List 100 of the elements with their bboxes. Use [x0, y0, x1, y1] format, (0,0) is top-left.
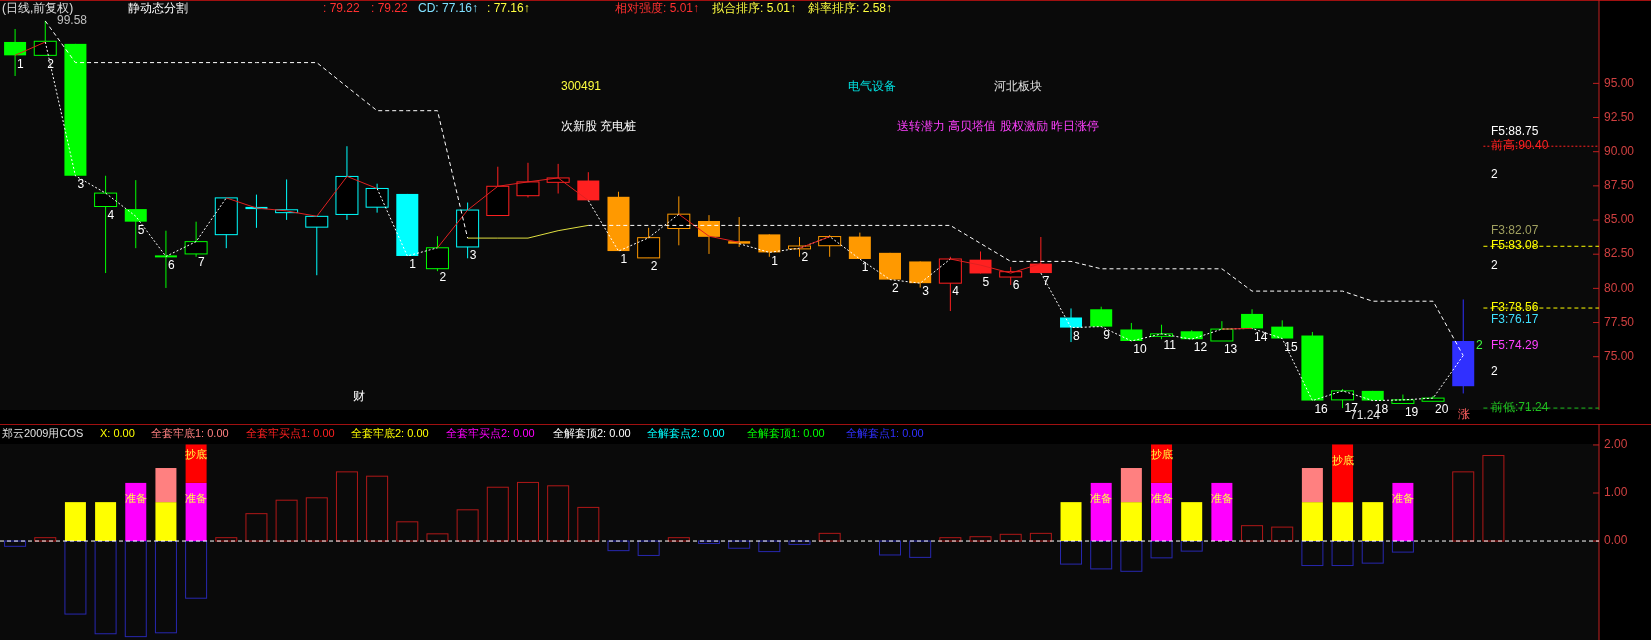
annotation: : 79.22 — [371, 1, 409, 16]
bar — [1271, 526, 1294, 542]
bar — [124, 540, 147, 638]
bar — [909, 540, 932, 558]
annotation: 送转潜力 高贝塔值 股权激励 昨日涨停 — [897, 119, 1100, 134]
annotation: 斜率排序: 2.58↑ — [808, 1, 893, 16]
data-label: 准备 — [1391, 492, 1414, 505]
text: 10 — [1133, 342, 1147, 357]
annotation: 2 — [47, 56, 55, 71]
bar — [456, 509, 479, 542]
text: 6 — [1012, 278, 1020, 293]
annotation: 2 — [801, 250, 809, 265]
y-tick-label: 77.50 — [1604, 314, 1635, 329]
data-label: 准备 — [124, 492, 147, 505]
chart-title: (日线,前复权) — [2, 1, 74, 16]
candlestick — [1060, 307, 1083, 343]
annotation: : 77.16↑ — [487, 1, 530, 16]
text: 2 — [1491, 258, 1498, 273]
text: 13 — [1223, 342, 1238, 357]
bar — [607, 540, 630, 552]
text: 3 — [77, 176, 85, 191]
bar — [305, 497, 328, 542]
annotation: 300491 — [561, 79, 602, 94]
annotation: F3:82.07 — [1491, 223, 1539, 238]
ref-line-label: F3:78.56 — [1491, 300, 1539, 315]
bar — [1241, 525, 1264, 542]
text: 7 — [1042, 274, 1050, 289]
bar — [879, 540, 902, 556]
text: 16 — [1314, 401, 1328, 416]
bar — [426, 533, 449, 542]
bar — [245, 513, 268, 542]
bar — [1090, 540, 1113, 570]
chart-subtitle: 静动态分割 — [128, 1, 188, 16]
bar — [396, 521, 419, 542]
bar — [1180, 540, 1203, 552]
text: 全套牢底2: 0.00 — [351, 426, 429, 439]
bar — [215, 537, 238, 542]
bar — [1331, 540, 1354, 567]
bar — [1301, 502, 1323, 542]
bar — [577, 506, 600, 542]
bar — [1181, 502, 1203, 542]
text: 7 — [198, 255, 205, 270]
bar — [486, 486, 509, 542]
text: 2 — [892, 280, 899, 295]
y-tick-label: 2.00 — [1604, 437, 1628, 452]
ref-line-label: F5:83.08 — [1491, 238, 1539, 253]
bar — [64, 502, 86, 542]
bar — [1060, 502, 1082, 542]
text: 全套牢底1: 0.00 — [151, 426, 229, 439]
text: 1 — [409, 257, 416, 272]
text: 14 — [1254, 329, 1268, 344]
text: 3 — [469, 248, 477, 263]
annotation: 2 — [439, 269, 447, 284]
chart-title: 郑云2009用COS — [2, 426, 84, 439]
bar — [95, 502, 117, 542]
annotation: 99.58 — [57, 13, 88, 28]
bar — [94, 540, 117, 635]
bar — [667, 537, 690, 542]
annotation: F3:76.17 — [1491, 312, 1539, 327]
bar — [969, 536, 992, 542]
text: 11 — [1163, 337, 1177, 352]
text: 2 — [1476, 338, 1483, 353]
bar — [366, 475, 389, 542]
text: 8 — [1073, 328, 1080, 343]
text: 19 — [1404, 404, 1419, 419]
bar — [637, 540, 660, 556]
annotation: 河北板块 — [994, 79, 1042, 94]
candlestick — [365, 183, 389, 214]
text: 全解套点2: 0.00 — [647, 426, 725, 439]
candlestick — [153, 230, 178, 289]
y-tick-label: 80.00 — [1604, 280, 1635, 295]
candlestick — [758, 233, 781, 258]
bar — [1120, 502, 1142, 542]
candlestick — [848, 232, 871, 260]
bar — [1452, 471, 1475, 542]
bar — [64, 540, 87, 615]
candlestick — [33, 20, 57, 56]
text: 3 — [922, 284, 929, 299]
bar — [516, 481, 539, 542]
bar — [1332, 502, 1354, 542]
text: 15 — [1284, 339, 1298, 354]
text: 12 — [1193, 340, 1208, 355]
bar — [1120, 468, 1142, 503]
y-tick-label: 82.50 — [1604, 246, 1635, 261]
text: 全解套顶1: 0.00 — [747, 426, 825, 439]
bar — [818, 532, 841, 542]
text: 5 — [982, 274, 990, 289]
text: 1 — [771, 253, 779, 268]
candlestick — [4, 28, 27, 77]
data-label: 准备 — [1150, 492, 1173, 505]
candlestick — [637, 227, 661, 259]
annotation: 财 — [353, 389, 365, 404]
text: 5 — [137, 222, 145, 237]
y-tick-label: 90.00 — [1604, 143, 1635, 158]
bar — [1301, 468, 1323, 503]
bar — [335, 471, 358, 542]
candlestick — [516, 162, 540, 198]
text: 4 — [952, 284, 960, 299]
candlestick — [577, 171, 600, 201]
candlestick — [425, 235, 449, 272]
